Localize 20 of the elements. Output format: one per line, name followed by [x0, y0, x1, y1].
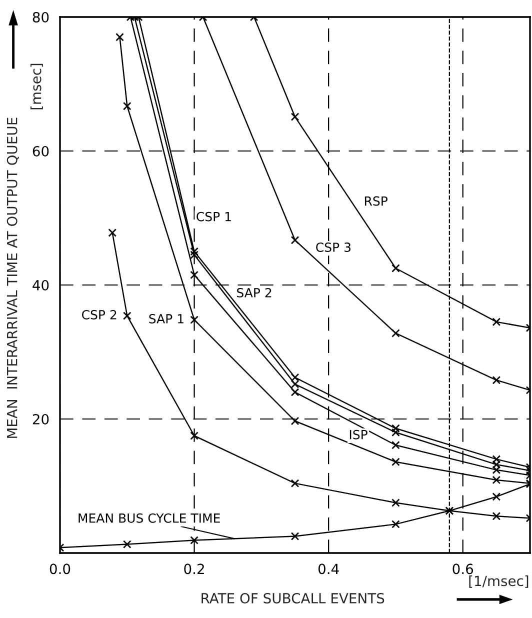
series-label: RSP — [364, 196, 388, 206]
series-label: SAP 2 — [237, 288, 272, 298]
series-label: SAP 1 — [149, 314, 184, 324]
x-tick-label: 0.4 — [318, 564, 339, 574]
series-label: CSP 2 — [82, 310, 116, 320]
y-tick-label: 40 — [32, 280, 49, 290]
series-label: MEAN BUS CYCLE TIME — [78, 513, 220, 523]
y-tick-label: 60 — [32, 146, 49, 156]
series-label: ISP — [350, 430, 368, 440]
y-tick-label: 20 — [32, 414, 49, 424]
series-label: CSP 3 — [316, 242, 350, 252]
y-axis-title: MEAN INTERARRIVAL TIME AT OUTPUT QUEUE — [6, 118, 19, 438]
y-tick-label: 80 — [32, 12, 49, 22]
x-tick-label: 0.0 — [50, 564, 70, 574]
text: [msec] — [30, 64, 43, 110]
x-tick-label: 0.6 — [452, 564, 474, 574]
series-label: CSP 1 — [196, 212, 231, 222]
x-axis-title: RATE OF SUBCALL EVENTS — [202, 592, 384, 604]
x-tick-label: 0.2 — [184, 564, 204, 574]
text: [1/msec] — [469, 575, 528, 588]
